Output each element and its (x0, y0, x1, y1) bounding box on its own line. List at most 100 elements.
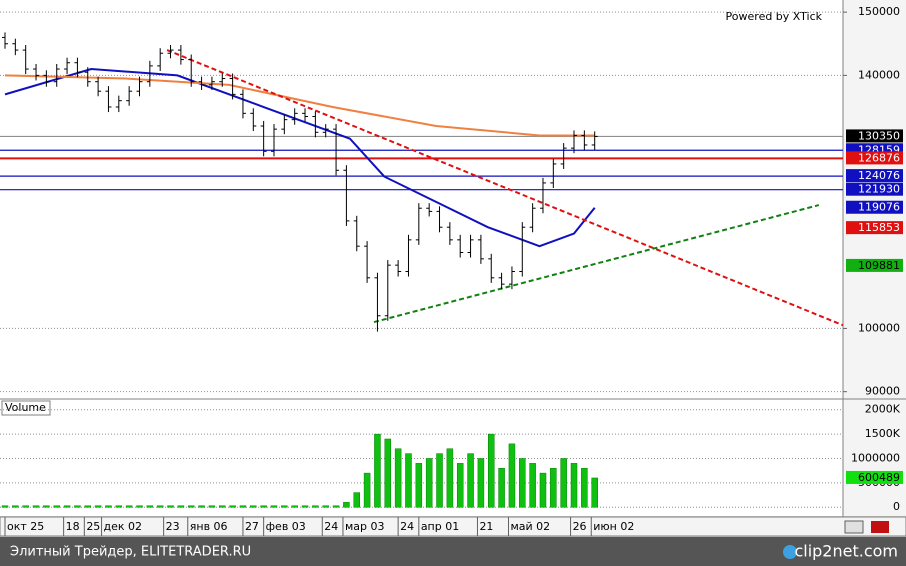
volume-bar (384, 438, 392, 508)
volume-bar (156, 505, 164, 508)
price-marker-label: 130350 (858, 129, 900, 142)
price-marker-box (846, 470, 903, 484)
volume-title-box (1, 400, 51, 416)
volume-bar (436, 453, 443, 508)
volume-bar (219, 505, 226, 508)
volume-bar (415, 463, 423, 508)
volume-bar (353, 492, 361, 508)
volume-bar (343, 502, 350, 508)
volume-bar (591, 477, 598, 508)
volume-bar (32, 505, 40, 508)
volume-bar (363, 472, 371, 508)
volume-bar (270, 505, 278, 508)
volume-bar (446, 448, 454, 508)
volume-bar (550, 467, 557, 508)
volume-tick-label: 1000000 (851, 451, 900, 464)
price-marker-box (846, 182, 903, 196)
volume-bar (187, 505, 195, 508)
price-marker-label: 109881 (858, 259, 900, 272)
volume-bar (84, 505, 92, 508)
footer-bar (0, 537, 906, 566)
volume-tick-label: 1500K (865, 427, 901, 440)
moving-average (4, 74, 595, 137)
volume-title: Volume (5, 401, 46, 414)
brand-icon (783, 545, 797, 559)
volume-bar (456, 463, 464, 508)
volume-bar (508, 443, 516, 508)
x-tick-label: окт 25 (7, 520, 44, 533)
y-tick-label: 90000 (865, 385, 900, 398)
plot-background (0, 0, 843, 516)
volume-bar (312, 505, 319, 508)
x-tick-label: июн 02 (593, 520, 634, 533)
volume-bar (12, 505, 19, 508)
volume-bar (74, 505, 81, 508)
moving-average (4, 68, 596, 248)
y-tick-label: 100000 (858, 321, 900, 334)
price-marker-label: 124076 (858, 169, 900, 182)
volume-bar (115, 505, 123, 508)
trend-line (166, 49, 844, 327)
volume-bar (146, 505, 154, 508)
volume-bar (581, 467, 588, 508)
trend-line (373, 204, 820, 324)
x-tick-label: фев 03 (266, 520, 306, 533)
volume-bar (467, 453, 474, 508)
volume-bar (198, 505, 205, 508)
volume-bar (22, 505, 29, 508)
volume-bar (374, 433, 381, 508)
volume-bar (301, 505, 309, 508)
x-tick-label: 21 (479, 520, 493, 533)
x-tick-label: 23 (166, 520, 180, 533)
volume-bar (498, 467, 505, 508)
volume-bar (105, 505, 112, 508)
x-tick-label: янв 06 (190, 520, 228, 533)
x-tick-label: 18 (66, 520, 80, 533)
footer-text: Элитный Трейдер, ELITETRADER.RU (10, 545, 251, 560)
volume-bar (239, 505, 247, 508)
volume-tick-label: 2000K (865, 403, 901, 416)
price-marker-label: 115853 (858, 221, 900, 234)
x-tick-label: дек 02 (104, 520, 143, 533)
volume-bar (519, 458, 526, 508)
volume-bar (487, 433, 495, 508)
price-marker-box (846, 221, 903, 235)
volume-bar (477, 458, 485, 508)
close-button[interactable] (871, 521, 889, 533)
x-tick-label: 24 (400, 520, 414, 533)
price-marker-box (846, 200, 903, 214)
volume-bar (43, 505, 50, 508)
price-marker-label: 119076 (858, 201, 900, 214)
volume-bar (394, 448, 402, 508)
brand[interactable]: clip2net.com (794, 542, 898, 561)
price-marker-box (846, 129, 903, 143)
y-tick-label: 140000 (858, 68, 900, 81)
volume-bar (539, 472, 547, 508)
volume-bar (260, 505, 267, 508)
volume-bar (250, 505, 257, 508)
volume-bar (529, 463, 536, 508)
volume-bar (94, 505, 102, 508)
y-tick-label: 150000 (858, 5, 900, 18)
price-marker-label: 121930 (858, 183, 900, 196)
price-marker-box (846, 151, 903, 165)
scroll-button[interactable] (844, 520, 864, 534)
price-marker-box (846, 169, 903, 183)
x-tick-label: 24 (324, 520, 338, 533)
x-tick-label: апр 01 (421, 520, 459, 533)
x-tick-label: 27 (245, 520, 259, 533)
volume-bar (1, 505, 9, 508)
volume-tick-label: 0 (893, 500, 900, 513)
price-marker-label: 126876 (858, 151, 900, 164)
x-tick-label: 25 (86, 520, 100, 533)
x-tick-label: мар 03 (345, 520, 385, 533)
volume-bar (425, 458, 433, 508)
volume-bar (125, 505, 133, 508)
volume-bar (177, 505, 185, 508)
price-marker-label: 600489 (858, 471, 900, 484)
volume-bar (322, 505, 329, 508)
axis-background (843, 0, 906, 516)
volume-bar (136, 505, 143, 508)
watermark: Powered by XTick (726, 10, 823, 23)
